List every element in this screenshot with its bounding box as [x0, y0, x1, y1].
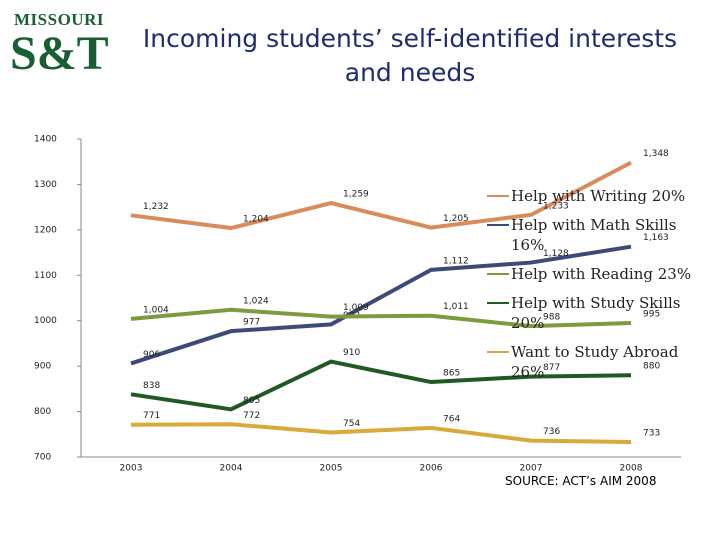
y-tick-label: 700 [34, 453, 51, 463]
y-tick-label: 1300 [34, 180, 57, 190]
legend-swatch [487, 351, 509, 353]
data-label: 772 [243, 411, 260, 421]
legend-item: Help with Writing 20% [487, 186, 702, 206]
legend-label: Want to Study Abroad 26% [511, 343, 679, 381]
data-label: 988 [543, 313, 560, 323]
data-label: 910 [343, 348, 360, 358]
data-label: 1,259 [343, 190, 369, 200]
data-label: 906 [143, 350, 160, 360]
data-label: 1,204 [243, 215, 269, 225]
legend-item: Want to Study Abroad 26% [487, 342, 702, 382]
data-label: 877 [543, 363, 560, 373]
data-label: 838 [143, 381, 160, 391]
data-label: 1,011 [443, 302, 469, 312]
y-tick-label: 1000 [34, 316, 57, 326]
legend: Help with Writing 20% Help with Math Skil… [487, 186, 702, 391]
series-line [130, 359, 632, 412]
data-label: 733 [643, 429, 660, 439]
series-line [130, 307, 632, 329]
legend-item: Help with Study Skills 20% [487, 293, 702, 333]
data-label: 880 [643, 362, 660, 372]
data-label: 1,128 [543, 249, 569, 259]
series-line [130, 160, 632, 231]
data-label: 1,024 [243, 296, 269, 306]
y-tick-label: 900 [34, 362, 51, 372]
y-tick-label: 1200 [34, 225, 57, 235]
legend-label: Help with Study Skills 20% [511, 294, 681, 332]
data-label: 977 [243, 318, 260, 328]
data-label: 1,004 [143, 305, 169, 315]
legend-swatch [487, 224, 509, 226]
data-label: 1,233 [543, 201, 569, 211]
legend-item: Help with Reading 23% [487, 264, 702, 284]
data-label: 1,232 [143, 202, 169, 212]
logo-text: S&T [10, 27, 109, 80]
x-tick-label: 2005 [320, 464, 343, 474]
logo-text: MISSOURI [14, 10, 104, 29]
data-label: 1,009 [343, 303, 369, 313]
data-label: 764 [443, 414, 460, 424]
legend-swatch [487, 195, 509, 197]
data-label: 736 [543, 427, 560, 437]
legend-label: Help with Reading 23% [511, 265, 692, 283]
source-note: SOURCE: ACT’s AIM 2008 [505, 474, 657, 488]
x-tick-label: 2006 [420, 464, 443, 474]
x-tick-label: 2008 [620, 464, 643, 474]
legend-label: Help with Writing 20% [511, 187, 686, 205]
series-line [130, 244, 632, 366]
legend-label: Help with Math Skills 16% [511, 216, 677, 254]
data-label: 1,205 [443, 214, 469, 224]
data-label: 995 [643, 309, 660, 319]
data-label: 771 [143, 411, 160, 421]
x-tick-label: 2003 [120, 464, 143, 474]
legend-swatch [487, 302, 509, 304]
x-tick-label: 2007 [520, 464, 543, 474]
legend-swatch [487, 273, 509, 275]
data-label: 754 [343, 419, 360, 429]
data-label: 1,112 [443, 256, 469, 266]
y-tick-label: 800 [34, 407, 51, 417]
y-tick-label: 1100 [34, 271, 57, 281]
series-line [130, 422, 632, 445]
y-tick-label: 1400 [34, 135, 57, 145]
legend-item: Help with Math Skills 16% [487, 215, 702, 255]
x-tick-label: 2004 [220, 464, 243, 474]
data-label: 1,163 [643, 233, 669, 243]
data-label: 805 [243, 396, 260, 406]
chart-title: Incoming students’ self-identified inter… [142, 24, 678, 87]
data-label: 1,348 [643, 149, 669, 159]
data-label: 865 [443, 369, 460, 379]
